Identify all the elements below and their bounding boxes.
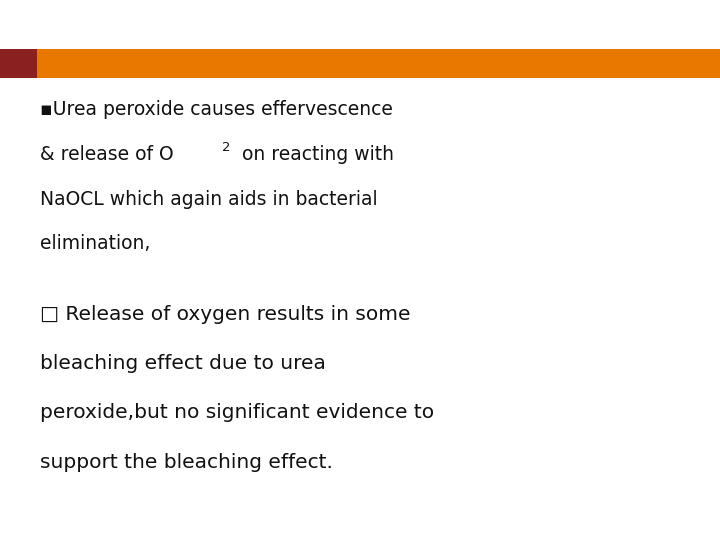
Text: □ Release of oxygen results in some: □ Release of oxygen results in some bbox=[40, 305, 410, 324]
Text: elimination,: elimination, bbox=[40, 234, 150, 253]
Text: peroxide,but no significant evidence to: peroxide,but no significant evidence to bbox=[40, 403, 433, 422]
Text: on reacting with: on reacting with bbox=[236, 145, 394, 164]
Text: ▪Urea peroxide causes effervescence: ▪Urea peroxide causes effervescence bbox=[40, 100, 392, 119]
Text: & release of O: & release of O bbox=[40, 145, 174, 164]
Text: 2: 2 bbox=[222, 141, 230, 154]
Text: NaOCL which again aids in bacterial: NaOCL which again aids in bacterial bbox=[40, 190, 377, 208]
Text: bleaching effect due to urea: bleaching effect due to urea bbox=[40, 354, 325, 373]
Text: support the bleaching effect.: support the bleaching effect. bbox=[40, 453, 333, 471]
Bar bbox=[37, 49, 720, 78]
Bar bbox=[0, 49, 37, 78]
